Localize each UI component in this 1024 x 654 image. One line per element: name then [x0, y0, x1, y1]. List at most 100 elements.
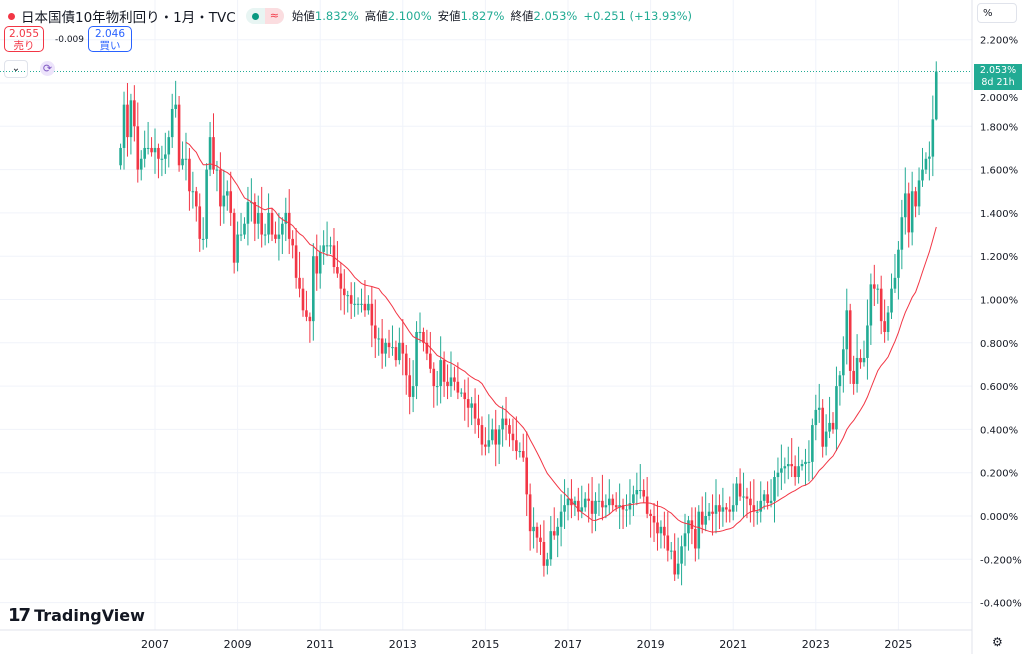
- time-tick-label: 2015: [471, 638, 499, 651]
- price-tick-label: -0.400%: [980, 599, 1022, 610]
- candle-body: [212, 137, 215, 170]
- candle-body: [752, 505, 756, 512]
- candle-body: [422, 331, 425, 343]
- candle-body: [755, 511, 759, 513]
- time-tick-label: 2021: [719, 638, 747, 651]
- candle-body: [900, 217, 904, 250]
- candle-body: [466, 399, 470, 408]
- candle-body: [735, 483, 738, 506]
- candle-body: [246, 202, 250, 224]
- candle-body: [236, 234, 239, 263]
- change-value: +0.251 (+13.93%): [583, 9, 693, 23]
- candle-body: [842, 349, 845, 376]
- price-tick-label: 2.000%: [980, 93, 1018, 104]
- candle-body: [274, 234, 277, 239]
- collapse-chevron-icon[interactable]: ⌄: [4, 60, 28, 78]
- bar-countdown: 8d 21h: [981, 77, 1015, 88]
- buy-button[interactable]: 2.046 買い: [88, 26, 132, 52]
- candle-body: [539, 537, 542, 542]
- candle-body: [463, 392, 467, 400]
- candle-body: [188, 158, 191, 192]
- candle-body: [573, 500, 577, 506]
- candle-body: [676, 563, 680, 575]
- candle-body: [728, 509, 732, 512]
- candle-body: [645, 496, 649, 514]
- candle-body: [814, 409, 818, 426]
- time-tick-label: 2017: [554, 638, 582, 651]
- candle-body: [848, 310, 852, 371]
- symbol-title[interactable]: 日本国債10年物利回り・1月・TVC: [21, 10, 236, 26]
- sell-button[interactable]: 2.055 売り: [4, 26, 44, 52]
- candle-body: [563, 505, 566, 512]
- candle-body: [353, 303, 356, 305]
- price-axis[interactable]: 2.200% 2.000% 1.800% 1.600% 1.400% 1.200% 1.00…: [980, 36, 1022, 610]
- candle-body: [807, 461, 811, 463]
- candle-body: [804, 461, 807, 465]
- candle-body: [521, 451, 525, 458]
- candle-body: [700, 511, 704, 525]
- buy-price: 2.046: [94, 28, 126, 40]
- candle-body: [408, 375, 411, 397]
- candle-body: [583, 498, 587, 508]
- candle-body: [917, 180, 921, 207]
- time-tick-label: 2025: [884, 638, 912, 651]
- sync-icon[interactable]: ⟳: [40, 61, 55, 76]
- candle-body: [518, 451, 522, 453]
- time-tick-label: 2007: [141, 638, 169, 651]
- candle-body: [528, 494, 532, 532]
- candle-body: [559, 511, 563, 527]
- candle-body: [669, 550, 673, 552]
- candle-body: [263, 234, 267, 236]
- candle-body: [731, 505, 735, 512]
- candle-body: [139, 158, 143, 170]
- candle-body: [305, 310, 308, 317]
- candle-body: [418, 331, 422, 333]
- candle-body: [284, 212, 288, 224]
- candle-body: [401, 342, 405, 354]
- candle-body: [201, 238, 205, 240]
- sell-label: 売り: [13, 40, 35, 52]
- candle-body: [411, 386, 415, 397]
- time-axis[interactable]: 2007 2009 2011 2013 2015 2017 2019 2021 2023 2025: [141, 638, 912, 651]
- candle-body: [511, 433, 515, 441]
- scale-mode-button[interactable]: %: [977, 3, 1017, 23]
- candle-body: [432, 368, 436, 387]
- candle-body: [769, 500, 773, 504]
- candle-body: [174, 104, 177, 109]
- candle-body: [556, 526, 559, 536]
- settings-gear-icon[interactable]: ⚙: [992, 635, 1003, 649]
- candle-body: [219, 169, 222, 207]
- candle-body: [133, 100, 136, 127]
- candle-body: [256, 212, 260, 224]
- candle-body: [886, 312, 890, 332]
- candle-body: [298, 277, 301, 289]
- buy-label: 買い: [99, 40, 121, 52]
- candle-body: [831, 422, 835, 430]
- candle-body: [811, 425, 814, 462]
- candle-body: [590, 500, 594, 514]
- candle-body: [910, 191, 914, 233]
- candle-body: [435, 386, 439, 388]
- candle-body: [790, 464, 794, 467]
- price-tick-label: 0.200%: [980, 469, 1018, 480]
- market-status[interactable]: ≈: [245, 8, 284, 24]
- candle-body: [425, 342, 429, 354]
- candle-body: [525, 457, 528, 495]
- candle-body: [470, 403, 473, 408]
- price-tick-label: 0.000%: [980, 512, 1018, 523]
- logo-text: TradingView: [34, 606, 145, 625]
- candle-body: [205, 169, 208, 239]
- candle-body: [742, 496, 745, 498]
- candle-body: [611, 498, 615, 506]
- price-tick-label: 1.600%: [980, 166, 1018, 177]
- candle-body: [157, 147, 160, 159]
- tradingview-logo[interactable]: 𝟭𝟳 TradingView: [8, 605, 145, 626]
- candle-body: [129, 100, 133, 138]
- price-tick-label: 2.200%: [980, 36, 1018, 47]
- candle-body: [845, 310, 849, 350]
- candle-body: [921, 169, 924, 181]
- candle-body: [146, 147, 150, 149]
- candle-body: [745, 496, 749, 499]
- candle-body: [497, 429, 501, 445]
